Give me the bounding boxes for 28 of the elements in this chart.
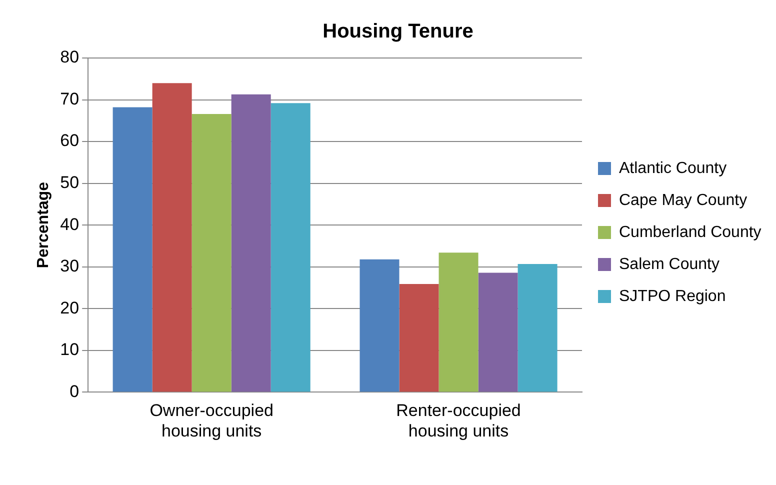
y-tick-label: 50 — [60, 173, 80, 192]
legend-label: Cape May County — [619, 192, 748, 209]
x-tick-label: Renter-occupied housing units — [396, 401, 521, 440]
bar — [399, 284, 439, 392]
y-tick-label: 0 — [70, 382, 80, 401]
y-tick-label: 80 — [60, 48, 80, 67]
bar — [360, 259, 400, 392]
y-tick-label: 10 — [60, 340, 80, 360]
legend-label: Cumberland County — [619, 224, 762, 241]
bar — [152, 83, 192, 392]
bar — [518, 264, 558, 392]
y-tick-label: 40 — [60, 214, 80, 234]
bar — [112, 107, 152, 392]
bar — [478, 272, 518, 392]
legend-label: Atlantic County — [619, 160, 727, 177]
y-tick-label: 30 — [60, 256, 80, 276]
y-tick-label: 60 — [60, 131, 80, 150]
legend-label: Salem County — [619, 256, 720, 273]
y-tick-label: 20 — [60, 298, 80, 318]
bar — [231, 94, 271, 392]
y-tick-label: 70 — [60, 89, 80, 108]
bar — [438, 252, 478, 392]
legend-label: SJTPO Region — [619, 288, 726, 305]
y-axis-title: Percentage — [35, 182, 52, 268]
bar — [270, 103, 310, 392]
chart-title: Housing Tenure — [322, 20, 474, 43]
bar — [192, 114, 232, 392]
x-tick-label: Owner-occupied housing units — [150, 401, 274, 440]
